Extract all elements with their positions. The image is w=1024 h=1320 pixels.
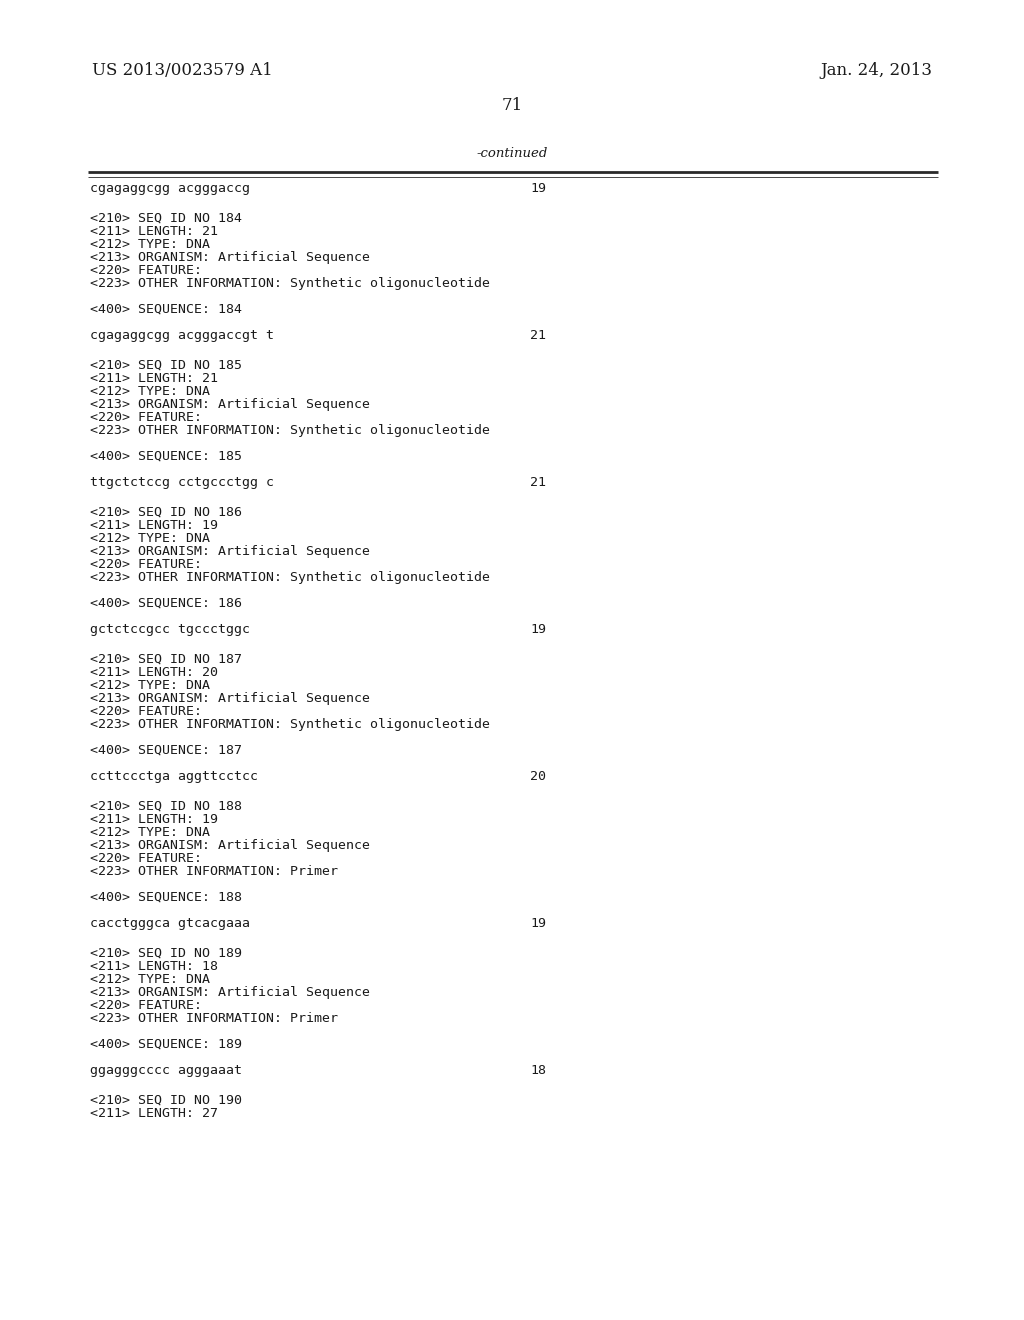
Text: 71: 71	[502, 96, 522, 114]
Text: <211> LENGTH: 27: <211> LENGTH: 27	[90, 1107, 218, 1119]
Text: <211> LENGTH: 19: <211> LENGTH: 19	[90, 813, 218, 826]
Text: <210> SEQ ID NO 184: <210> SEQ ID NO 184	[90, 213, 242, 224]
Text: <220> FEATURE:: <220> FEATURE:	[90, 999, 202, 1012]
Text: <213> ORGANISM: Artificial Sequence: <213> ORGANISM: Artificial Sequence	[90, 986, 370, 999]
Text: <400> SEQUENCE: 184: <400> SEQUENCE: 184	[90, 304, 242, 315]
Text: <210> SEQ ID NO 187: <210> SEQ ID NO 187	[90, 653, 242, 667]
Text: <223> OTHER INFORMATION: Synthetic oligonucleotide: <223> OTHER INFORMATION: Synthetic oligo…	[90, 424, 490, 437]
Text: <211> LENGTH: 20: <211> LENGTH: 20	[90, 667, 218, 678]
Text: <220> FEATURE:: <220> FEATURE:	[90, 411, 202, 424]
Text: 20: 20	[530, 770, 546, 783]
Text: cgagaggcgg acgggaccgt t: cgagaggcgg acgggaccgt t	[90, 329, 274, 342]
Text: <211> LENGTH: 21: <211> LENGTH: 21	[90, 224, 218, 238]
Text: <213> ORGANISM: Artificial Sequence: <213> ORGANISM: Artificial Sequence	[90, 692, 370, 705]
Text: <211> LENGTH: 18: <211> LENGTH: 18	[90, 960, 218, 973]
Text: <223> OTHER INFORMATION: Synthetic oligonucleotide: <223> OTHER INFORMATION: Synthetic oligo…	[90, 277, 490, 290]
Text: 21: 21	[530, 329, 546, 342]
Text: ccttccctga aggttcctcc: ccttccctga aggttcctcc	[90, 770, 258, 783]
Text: <212> TYPE: DNA: <212> TYPE: DNA	[90, 826, 210, 840]
Text: <220> FEATURE:: <220> FEATURE:	[90, 705, 202, 718]
Text: <223> OTHER INFORMATION: Primer: <223> OTHER INFORMATION: Primer	[90, 865, 338, 878]
Text: <223> OTHER INFORMATION: Primer: <223> OTHER INFORMATION: Primer	[90, 1012, 338, 1026]
Text: <210> SEQ ID NO 185: <210> SEQ ID NO 185	[90, 359, 242, 372]
Text: <210> SEQ ID NO 188: <210> SEQ ID NO 188	[90, 800, 242, 813]
Text: US 2013/0023579 A1: US 2013/0023579 A1	[92, 62, 272, 79]
Text: <220> FEATURE:: <220> FEATURE:	[90, 264, 202, 277]
Text: <212> TYPE: DNA: <212> TYPE: DNA	[90, 238, 210, 251]
Text: <223> OTHER INFORMATION: Synthetic oligonucleotide: <223> OTHER INFORMATION: Synthetic oligo…	[90, 572, 490, 583]
Text: <212> TYPE: DNA: <212> TYPE: DNA	[90, 973, 210, 986]
Text: <213> ORGANISM: Artificial Sequence: <213> ORGANISM: Artificial Sequence	[90, 840, 370, 851]
Text: Jan. 24, 2013: Jan. 24, 2013	[820, 62, 932, 79]
Text: -continued: -continued	[476, 147, 548, 160]
Text: cacctgggca gtcacgaaa: cacctgggca gtcacgaaa	[90, 917, 250, 931]
Text: 19: 19	[530, 623, 546, 636]
Text: cgagaggcgg acgggaccg: cgagaggcgg acgggaccg	[90, 182, 250, 195]
Text: <223> OTHER INFORMATION: Synthetic oligonucleotide: <223> OTHER INFORMATION: Synthetic oligo…	[90, 718, 490, 731]
Text: <210> SEQ ID NO 189: <210> SEQ ID NO 189	[90, 946, 242, 960]
Text: <400> SEQUENCE: 186: <400> SEQUENCE: 186	[90, 597, 242, 610]
Text: <212> TYPE: DNA: <212> TYPE: DNA	[90, 385, 210, 399]
Text: <400> SEQUENCE: 187: <400> SEQUENCE: 187	[90, 744, 242, 756]
Text: <212> TYPE: DNA: <212> TYPE: DNA	[90, 532, 210, 545]
Text: ttgctctccg cctgccctgg c: ttgctctccg cctgccctgg c	[90, 477, 274, 488]
Text: <210> SEQ ID NO 186: <210> SEQ ID NO 186	[90, 506, 242, 519]
Text: 18: 18	[530, 1064, 546, 1077]
Text: ggagggcccc agggaaat: ggagggcccc agggaaat	[90, 1064, 242, 1077]
Text: <211> LENGTH: 21: <211> LENGTH: 21	[90, 372, 218, 385]
Text: 19: 19	[530, 917, 546, 931]
Text: <220> FEATURE:: <220> FEATURE:	[90, 851, 202, 865]
Text: <210> SEQ ID NO 190: <210> SEQ ID NO 190	[90, 1094, 242, 1107]
Text: <400> SEQUENCE: 188: <400> SEQUENCE: 188	[90, 891, 242, 904]
Text: <213> ORGANISM: Artificial Sequence: <213> ORGANISM: Artificial Sequence	[90, 545, 370, 558]
Text: <211> LENGTH: 19: <211> LENGTH: 19	[90, 519, 218, 532]
Text: <220> FEATURE:: <220> FEATURE:	[90, 558, 202, 572]
Text: <400> SEQUENCE: 189: <400> SEQUENCE: 189	[90, 1038, 242, 1051]
Text: 19: 19	[530, 182, 546, 195]
Text: <213> ORGANISM: Artificial Sequence: <213> ORGANISM: Artificial Sequence	[90, 399, 370, 411]
Text: <213> ORGANISM: Artificial Sequence: <213> ORGANISM: Artificial Sequence	[90, 251, 370, 264]
Text: gctctccgcc tgccctggc: gctctccgcc tgccctggc	[90, 623, 250, 636]
Text: <212> TYPE: DNA: <212> TYPE: DNA	[90, 678, 210, 692]
Text: <400> SEQUENCE: 185: <400> SEQUENCE: 185	[90, 450, 242, 463]
Text: 21: 21	[530, 477, 546, 488]
